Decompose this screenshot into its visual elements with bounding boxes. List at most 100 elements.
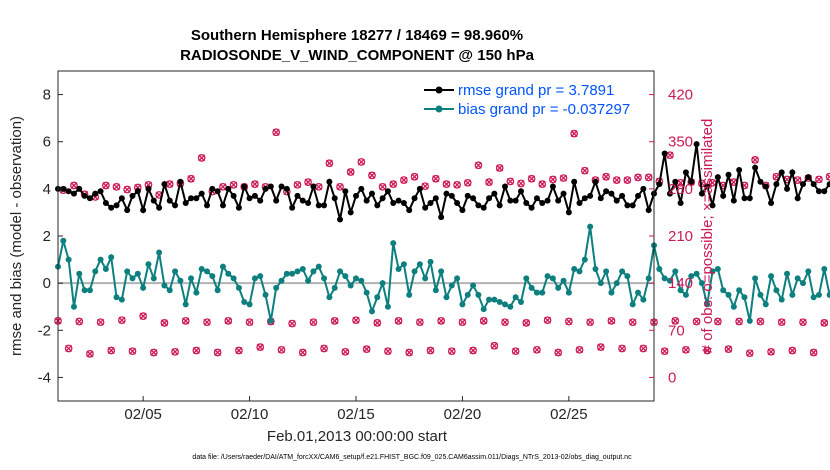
obs-possible-point xyxy=(293,180,302,189)
bias-point xyxy=(741,294,748,301)
obs-assimilated-point xyxy=(198,154,206,162)
obs-possible-point xyxy=(426,346,435,355)
obs-possible-point xyxy=(192,346,201,355)
legend-rmse-label: rmse grand pr = 3.7891 xyxy=(458,82,614,99)
rmse-point xyxy=(406,207,413,214)
obs-assimilated-point xyxy=(166,180,174,188)
obs-possible-point xyxy=(251,180,259,188)
rmse-point xyxy=(134,188,141,195)
obs-assimilated-point xyxy=(496,164,504,172)
rmse-point xyxy=(619,192,626,199)
obs-assimilated-point xyxy=(421,182,429,190)
rmse-point xyxy=(108,204,115,211)
rmse-point xyxy=(251,192,258,199)
obs-assimilated-point xyxy=(794,176,802,184)
obs-possible-point xyxy=(277,345,286,354)
x-tick-label: 02/25 xyxy=(550,406,588,423)
rmse-point xyxy=(145,185,152,192)
bias-point xyxy=(597,280,604,287)
y-tick-label: 6 xyxy=(43,134,51,151)
bias-point xyxy=(784,270,791,277)
obs-possible-point xyxy=(128,347,137,356)
rmse-point xyxy=(773,181,780,188)
obs-assimilated-point xyxy=(416,318,424,326)
bias-point xyxy=(113,294,120,301)
legend-bias-label: bias grand pr = -0.037297 xyxy=(458,101,630,118)
obs-assimilated-point xyxy=(373,319,381,327)
obs-assimilated-point xyxy=(703,347,711,354)
bias-point xyxy=(624,273,631,280)
obs-possible-point xyxy=(586,318,594,327)
bias-point xyxy=(198,266,205,272)
bias-point xyxy=(363,289,370,296)
rmse-point xyxy=(337,216,344,223)
rmse-point xyxy=(427,200,434,206)
bias-point xyxy=(720,287,727,294)
obs-assimilated-point xyxy=(86,350,94,358)
rmse-point xyxy=(826,181,830,188)
rmse-point xyxy=(523,200,530,206)
rmse-point xyxy=(353,192,359,199)
obs-assimilated-point xyxy=(469,347,477,354)
bias-point xyxy=(815,291,822,298)
rmse-point xyxy=(331,195,338,202)
obs-possible-point xyxy=(799,318,807,327)
obs-possible-point xyxy=(570,129,579,138)
obs-possible-point xyxy=(368,171,376,180)
bias-point xyxy=(826,291,830,298)
bias-point xyxy=(555,284,562,291)
bias-point xyxy=(496,299,503,305)
rmse-point xyxy=(267,183,274,190)
bias-point xyxy=(395,266,402,272)
obs-possible-point xyxy=(708,178,717,187)
bias-point xyxy=(677,287,684,294)
bias-point xyxy=(214,287,221,294)
obs-possible-point xyxy=(767,347,775,356)
bias-point xyxy=(273,284,280,291)
bias-point xyxy=(257,273,264,280)
obs-possible-point xyxy=(602,172,610,181)
obs-assimilated-point xyxy=(192,347,200,354)
bias-point xyxy=(688,273,695,280)
bias-point xyxy=(182,301,189,308)
obs-assimilated-point xyxy=(544,316,552,324)
obs-assimilated-point xyxy=(677,179,685,187)
obs-possible-point xyxy=(815,175,823,184)
bias-point xyxy=(448,282,455,289)
obs-assimilated-point xyxy=(693,318,701,325)
rmse-point xyxy=(400,200,407,206)
rmse-point xyxy=(544,197,551,204)
rmse-point xyxy=(204,202,210,209)
obs-assimilated-point xyxy=(331,317,339,325)
obs-assimilated-point xyxy=(586,318,594,326)
obs-assimilated-point xyxy=(714,318,722,325)
obs-possible-point xyxy=(634,173,642,182)
rmse-point xyxy=(246,195,253,202)
obs-assimilated-point xyxy=(645,173,653,181)
rmse-point xyxy=(603,188,610,195)
obs-possible-point xyxy=(325,159,334,168)
rmse-point xyxy=(475,202,482,209)
bias-point xyxy=(294,268,301,275)
obs-assimilated-point xyxy=(788,347,796,354)
obs-possible-point xyxy=(660,347,669,356)
rmse-point xyxy=(507,197,514,204)
bias-point xyxy=(86,287,93,294)
obs-assimilated-point xyxy=(214,349,222,356)
rmse-line xyxy=(58,143,830,220)
rmse-point xyxy=(784,185,791,192)
bias-point xyxy=(390,240,397,247)
rmse-point xyxy=(342,188,349,195)
bias-point xyxy=(150,275,157,282)
obs-possible-point xyxy=(612,176,621,184)
rmse-point xyxy=(273,197,280,204)
bias-point xyxy=(305,277,312,284)
bias-point xyxy=(172,268,179,275)
bias-point xyxy=(278,277,285,284)
bias-point xyxy=(571,266,578,272)
rmse-point xyxy=(491,190,498,197)
rmse-point xyxy=(677,200,684,206)
bias-point xyxy=(225,270,232,277)
obs-assimilated-point xyxy=(778,318,786,326)
bias-point xyxy=(92,268,99,275)
